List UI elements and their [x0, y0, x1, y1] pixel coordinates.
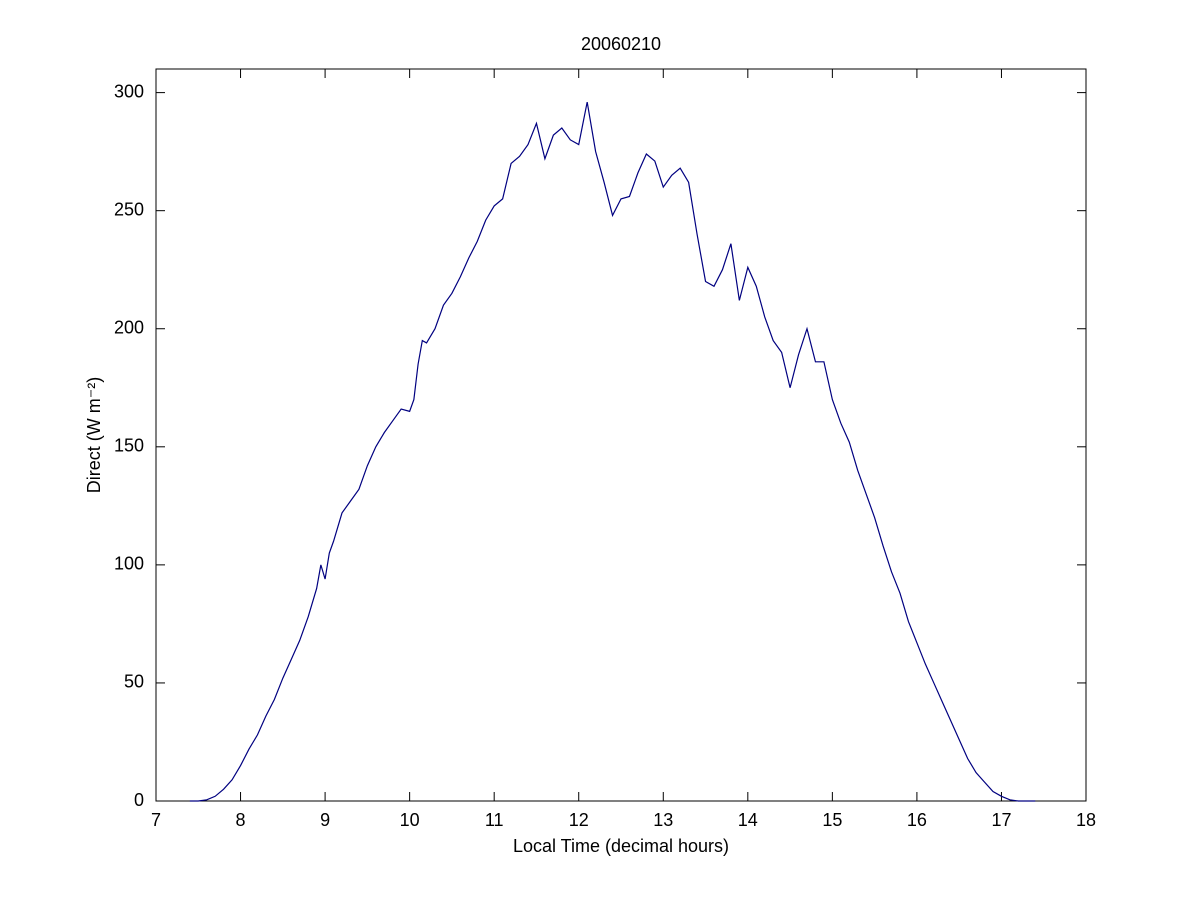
x-tick-label: 11: [485, 810, 504, 830]
plot-frame: [155, 68, 1087, 802]
y-tick-label: 200: [114, 317, 144, 337]
x-tick-label: 16: [907, 810, 927, 830]
x-axis-label: Local Time (decimal hours): [513, 836, 729, 856]
y-axis-label: Direct (W m⁻²): [84, 377, 104, 493]
y-tick-label: 150: [114, 436, 144, 456]
x-tick-label: 17: [991, 810, 1011, 830]
x-tick-label: 12: [569, 810, 589, 830]
chart-title: 20060210: [581, 34, 661, 54]
y-tick-label: 100: [114, 554, 144, 574]
x-tick-label: 9: [320, 810, 330, 830]
x-tick-label: 14: [738, 810, 758, 830]
data-line: [189, 101, 1036, 802]
x-tick-label: 15: [822, 810, 842, 830]
x-tick-label: 10: [400, 810, 420, 830]
x-tick-label: 7: [151, 810, 161, 830]
y-tick-label: 0: [134, 790, 144, 810]
x-tick-label: 8: [236, 810, 246, 830]
x-tick-label: 13: [653, 810, 673, 830]
x-tick-label: 18: [1076, 810, 1096, 830]
y-tick-label: 250: [114, 199, 144, 219]
y-tick-label: 50: [124, 672, 144, 692]
y-tick-label: 300: [114, 81, 144, 101]
